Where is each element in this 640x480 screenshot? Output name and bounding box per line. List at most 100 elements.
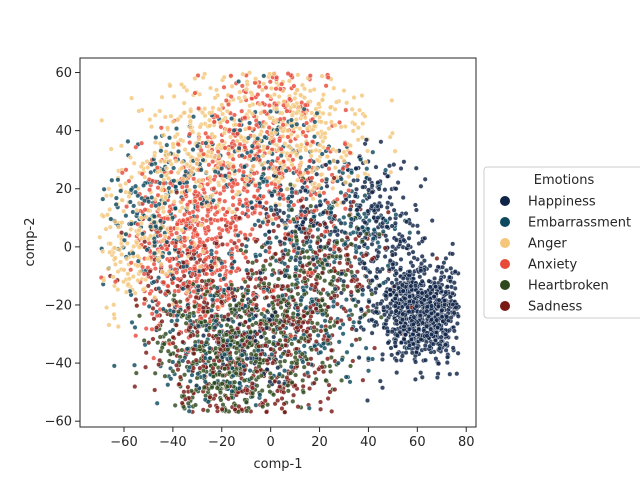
scatter-point-sadness [210, 365, 216, 371]
scatter-point-heartbroken [308, 203, 314, 209]
scatter-point-happiness [296, 226, 302, 232]
scatter-point-sadness [305, 361, 311, 367]
scatter-point-heartbroken [238, 314, 244, 320]
scatter-point-anxiety [244, 188, 250, 194]
scatter-point-happiness [417, 274, 423, 280]
scatter-point-embarrassment [123, 213, 129, 219]
scatter-point-anxiety [164, 246, 170, 252]
scatter-point-happiness [269, 192, 275, 198]
scatter-point-happiness [438, 334, 444, 340]
scatter-point-anxiety [337, 119, 343, 125]
scatter-point-anxiety [197, 196, 203, 202]
scatter-point-anger [304, 125, 310, 131]
scatter-point-sadness [312, 250, 318, 256]
scatter-point-sadness [298, 197, 304, 203]
scatter-point-sadness [354, 269, 360, 275]
scatter-point-anger [303, 147, 309, 153]
scatter-point-embarrassment [141, 198, 147, 204]
scatter-point-heartbroken [162, 373, 168, 379]
scatter-point-happiness [377, 269, 383, 275]
scatter-point-happiness [357, 231, 363, 237]
scatter-point-anxiety [191, 299, 197, 305]
scatter-point-embarrassment [347, 307, 353, 313]
scatter-point-anxiety [261, 306, 267, 312]
scatter-point-embarrassment [209, 297, 215, 303]
scatter-point-embarrassment [140, 231, 146, 237]
scatter-point-anxiety [342, 192, 348, 198]
scatter-point-anger [240, 71, 246, 77]
scatter-point-happiness [427, 263, 433, 269]
scatter-point-sadness [263, 258, 269, 264]
scatter-point-anger [203, 169, 209, 175]
scatter-point-sadness [345, 252, 351, 258]
scatter-point-happiness [399, 353, 405, 359]
scatter-point-heartbroken [241, 378, 247, 384]
scatter-point-embarrassment [383, 167, 389, 173]
scatter-point-sadness [282, 235, 288, 241]
scatter-point-anger [129, 174, 135, 180]
scatter-point-sadness [278, 270, 284, 276]
scatter-point-anger [389, 130, 395, 136]
scatter-point-embarrassment [295, 312, 301, 318]
scatter-point-heartbroken [286, 287, 292, 293]
scatter-point-anger [352, 121, 358, 127]
scatter-point-embarrassment [241, 363, 247, 369]
scatter-point-anxiety [139, 171, 145, 177]
scatter-point-anxiety [205, 181, 211, 187]
scatter-point-sadness [206, 332, 212, 338]
scatter-point-anxiety [241, 169, 247, 175]
scatter-point-heartbroken [277, 337, 283, 343]
scatter-point-anxiety [184, 202, 190, 208]
scatter-point-heartbroken [220, 402, 226, 408]
scatter-point-heartbroken [327, 363, 333, 369]
scatter-point-anger [338, 124, 344, 130]
scatter-point-sadness [256, 343, 262, 349]
scatter-point-happiness [374, 203, 380, 209]
scatter-point-anxiety [284, 108, 290, 114]
scatter-point-embarrassment [261, 73, 267, 79]
scatter-point-heartbroken [163, 331, 169, 337]
scatter-point-anxiety [168, 169, 174, 175]
scatter-point-anxiety [192, 266, 198, 272]
scatter-point-heartbroken [229, 327, 235, 333]
scatter-point-happiness [451, 310, 457, 316]
scatter-point-anger [244, 81, 250, 87]
scatter-point-anger [341, 88, 347, 94]
scatter-point-heartbroken [284, 308, 290, 314]
scatter-point-anger [179, 81, 185, 87]
scatter-point-happiness [433, 356, 439, 362]
scatter-point-sadness [157, 357, 163, 363]
scatter-point-heartbroken [203, 339, 209, 345]
scatter-point-anger [106, 322, 112, 328]
scatter-point-sadness [321, 369, 327, 375]
scatter-point-sadness [300, 263, 306, 269]
scatter-point-embarrassment [171, 165, 177, 171]
scatter-point-anxiety [247, 153, 253, 159]
scatter-point-sadness [170, 334, 176, 340]
scatter-point-heartbroken [258, 373, 264, 379]
scatter-point-happiness [347, 206, 353, 212]
scatter-point-happiness [445, 354, 451, 360]
scatter-point-heartbroken [233, 350, 239, 356]
scatter-point-anxiety [146, 240, 152, 246]
scatter-point-anxiety [254, 144, 260, 150]
scatter-point-anxiety [347, 150, 353, 156]
scatter-point-embarrassment [212, 325, 218, 331]
scatter-point-anger [112, 219, 118, 225]
scatter-point-sadness [310, 309, 316, 315]
scatter-point-happiness [411, 327, 417, 333]
scatter-point-embarrassment [317, 193, 323, 199]
scatter-point-happiness [450, 251, 456, 257]
scatter-point-anger [131, 160, 137, 166]
scatter-point-anger [285, 156, 291, 162]
scatter-point-heartbroken [244, 408, 250, 414]
scatter-point-happiness [321, 209, 327, 215]
scatter-point-embarrassment [248, 199, 254, 205]
scatter-point-anger [124, 256, 130, 262]
scatter-point-embarrassment [287, 237, 293, 243]
scatter-point-anger [278, 175, 284, 181]
scatter-point-anger [209, 192, 215, 198]
scatter-point-sadness [166, 302, 172, 308]
scatter-point-embarrassment [198, 167, 204, 173]
scatter-point-embarrassment [283, 225, 289, 231]
